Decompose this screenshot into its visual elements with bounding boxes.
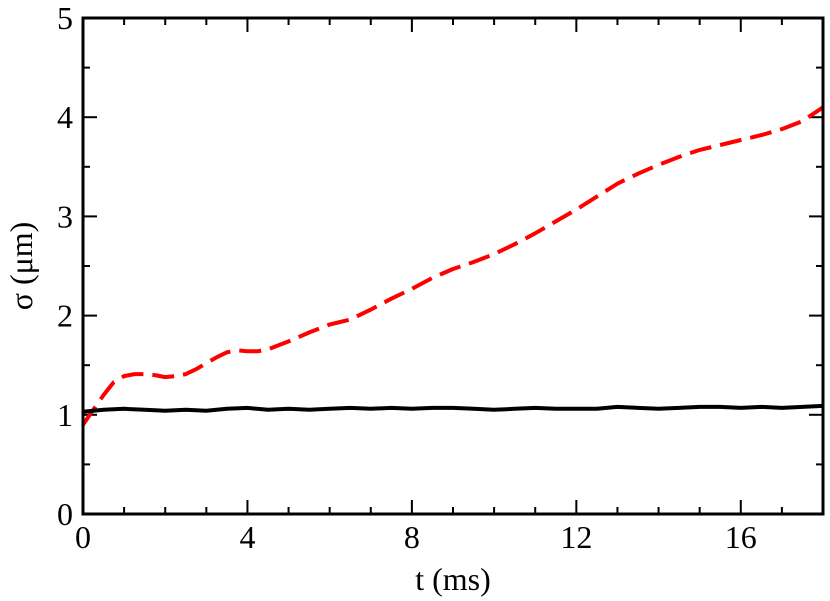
x-tick-label: 12 [560, 519, 592, 555]
x-tick-label: 8 [404, 519, 420, 555]
x-tick-label: 16 [725, 519, 757, 555]
axis-ticks [82, 17, 824, 515]
y-tick-label: 1 [57, 397, 73, 433]
y-tick-label: 5 [57, 0, 73, 36]
dashed-red-series-line [81, 105, 825, 426]
x-tick-label: 0 [75, 519, 91, 555]
x-tick-label: 4 [239, 519, 255, 555]
plot-series [81, 105, 825, 426]
y-axis-label: σ (μm) [3, 222, 39, 311]
y-tick-label: 2 [57, 298, 73, 334]
y-tick-label: 4 [57, 99, 73, 135]
x-axis-label: t (ms) [415, 561, 491, 597]
y-tick-label: 3 [57, 198, 73, 234]
y-tick-label: 0 [57, 496, 73, 532]
solid-black-series-line [82, 403, 824, 414]
plot-frame [81, 16, 825, 516]
